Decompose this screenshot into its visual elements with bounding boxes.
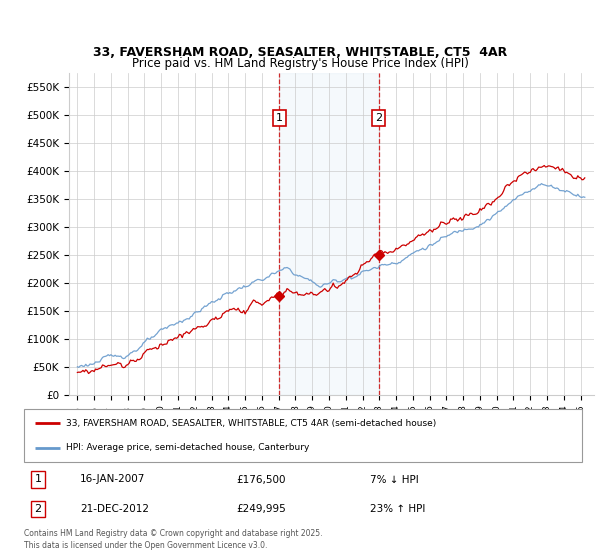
Text: 2: 2 [34, 504, 41, 514]
Text: 1: 1 [276, 113, 283, 123]
Text: HPI: Average price, semi-detached house, Canterbury: HPI: Average price, semi-detached house,… [66, 443, 309, 452]
Text: 33, FAVERSHAM ROAD, SEASALTER, WHITSTABLE, CT5 4AR (semi-detached house): 33, FAVERSHAM ROAD, SEASALTER, WHITSTABL… [66, 419, 436, 428]
Text: 21-DEC-2012: 21-DEC-2012 [80, 504, 149, 514]
Text: 1: 1 [34, 474, 41, 484]
FancyBboxPatch shape [24, 409, 582, 462]
Text: 2: 2 [375, 113, 382, 123]
Text: Contains HM Land Registry data © Crown copyright and database right 2025.
This d: Contains HM Land Registry data © Crown c… [24, 529, 323, 550]
Text: 16-JAN-2007: 16-JAN-2007 [80, 474, 145, 484]
Text: 33, FAVERSHAM ROAD, SEASALTER, WHITSTABLE, CT5  4AR: 33, FAVERSHAM ROAD, SEASALTER, WHITSTABL… [93, 46, 507, 59]
Text: 23% ↑ HPI: 23% ↑ HPI [370, 504, 425, 514]
Bar [280, 73, 379, 395]
Text: £249,995: £249,995 [236, 504, 286, 514]
Text: 7% ↓ HPI: 7% ↓ HPI [370, 474, 419, 484]
Text: £176,500: £176,500 [236, 474, 286, 484]
Text: Price paid vs. HM Land Registry's House Price Index (HPI): Price paid vs. HM Land Registry's House … [131, 57, 469, 70]
